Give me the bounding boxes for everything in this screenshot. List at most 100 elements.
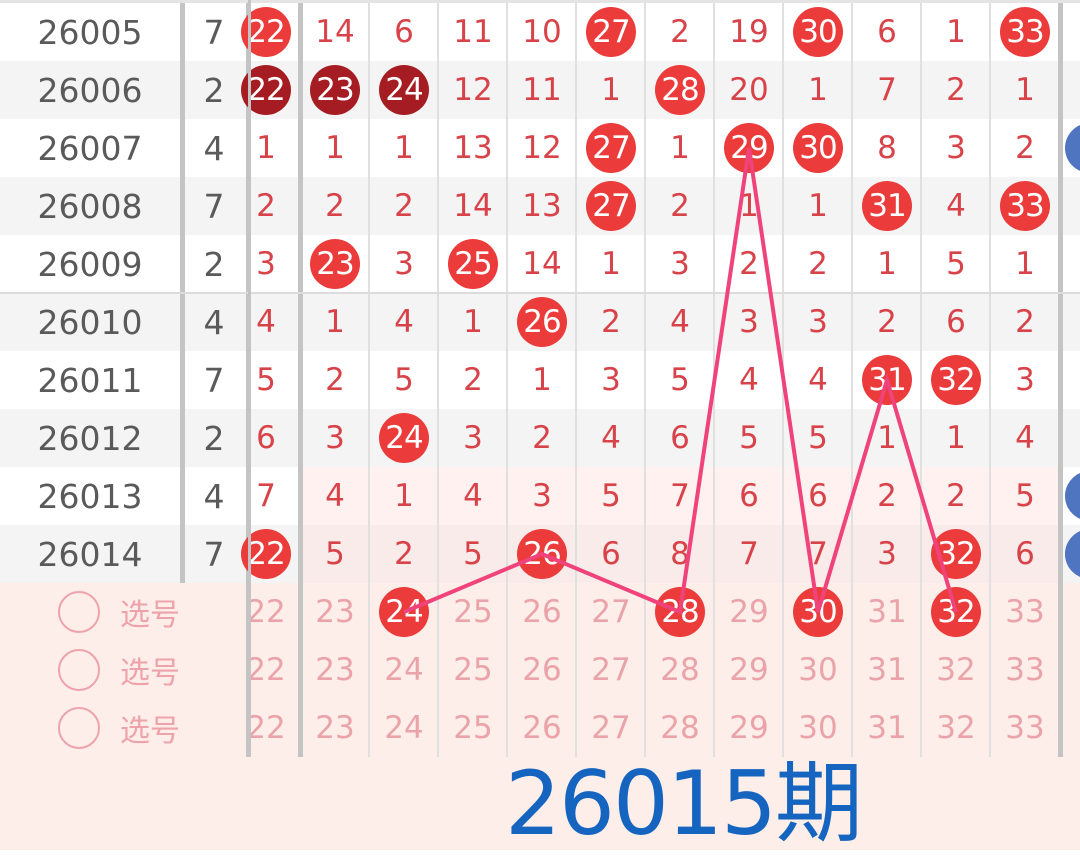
number-cell: 6 bbox=[877, 14, 897, 50]
number-ball[interactable]: 25 bbox=[448, 239, 498, 289]
number-cell: 3 bbox=[946, 130, 966, 166]
number-cell: 5 bbox=[946, 246, 966, 282]
number-cell: 31 bbox=[853, 177, 921, 235]
pick-number: 24 bbox=[370, 583, 438, 641]
number-cell: 30 bbox=[784, 3, 852, 61]
pick-number: 30 bbox=[798, 652, 838, 688]
number-cell: 2 bbox=[601, 304, 621, 340]
pick-number: 31 bbox=[867, 652, 907, 688]
extra-cell bbox=[1056, 293, 1080, 351]
number-cell: 1 bbox=[256, 130, 276, 166]
number-cell: 3 bbox=[325, 420, 345, 456]
number-ball[interactable]: 33 bbox=[1000, 7, 1050, 57]
number-ball[interactable]: 32 bbox=[931, 355, 981, 405]
number-ball[interactable]: 32 bbox=[931, 587, 981, 637]
number-cell: 6 bbox=[601, 536, 621, 572]
number-ball[interactable]: 28 bbox=[655, 65, 705, 115]
pick-number-button[interactable]: 选号 bbox=[58, 583, 180, 641]
number-cell: 1 bbox=[946, 420, 966, 456]
number-ball[interactable]: 0 bbox=[1065, 123, 1080, 173]
section-divider bbox=[180, 0, 185, 583]
number-ball[interactable]: 24 bbox=[379, 587, 429, 637]
extra-cell bbox=[1056, 177, 1080, 235]
number-cell: 11 bbox=[453, 14, 493, 50]
number-cell: 1 bbox=[1015, 72, 1035, 108]
extra-cell: 0 bbox=[1056, 119, 1080, 177]
number-cell: 7 bbox=[256, 478, 276, 514]
number-ball[interactable]: 23 bbox=[310, 65, 360, 115]
number-ball[interactable]: 32 bbox=[931, 529, 981, 579]
number-cell: 2 bbox=[1015, 130, 1035, 166]
number-ball[interactable]: 30 bbox=[793, 587, 843, 637]
radio-circle-icon[interactable] bbox=[58, 591, 100, 633]
number-cell: 5 bbox=[808, 420, 828, 456]
number-ball[interactable]: 27 bbox=[586, 123, 636, 173]
number-ball[interactable]: 29 bbox=[724, 123, 774, 173]
pick-area bbox=[0, 583, 1080, 850]
pick-number-extra: 0 bbox=[1056, 583, 1080, 641]
top-border bbox=[0, 0, 1080, 3]
pick-number: 25 bbox=[453, 710, 493, 746]
period-cell: 26009 bbox=[37, 244, 143, 284]
pick-number: 32 bbox=[936, 652, 976, 688]
number-cell: 1 bbox=[877, 420, 897, 456]
number-ball[interactable]: 27 bbox=[586, 7, 636, 57]
number-cell: 3 bbox=[1015, 362, 1035, 398]
number-ball[interactable]: 23 bbox=[310, 239, 360, 289]
number-ball[interactable]: 26 bbox=[517, 297, 567, 347]
pick-number: 29 bbox=[729, 594, 769, 630]
number-cell: 26 bbox=[508, 525, 576, 583]
period-cell: 26010 bbox=[37, 302, 143, 342]
number-ball[interactable]: 33 bbox=[1000, 181, 1050, 231]
pick-number: 28 bbox=[660, 652, 700, 688]
number-cell: 2 bbox=[532, 420, 552, 456]
number-cell: 3 bbox=[739, 304, 759, 340]
number-cell: 5 bbox=[1015, 478, 1035, 514]
number-ball[interactable]: 31 bbox=[862, 181, 912, 231]
count-cell: 4 bbox=[203, 302, 225, 342]
pick-number: 31 bbox=[867, 710, 907, 746]
number-cell: 1 bbox=[394, 478, 414, 514]
number-cell: 4 bbox=[808, 362, 828, 398]
number-ball[interactable]: 26 bbox=[517, 529, 567, 579]
number-ball[interactable]: 24 bbox=[379, 65, 429, 115]
number-cell: 33 bbox=[991, 177, 1059, 235]
number-ball[interactable]: 30 bbox=[793, 7, 843, 57]
number-cell: 1 bbox=[325, 130, 345, 166]
pick-number: 27 bbox=[591, 652, 631, 688]
number-ball[interactable]: 0 bbox=[1065, 529, 1080, 579]
number-cell: 2 bbox=[325, 362, 345, 398]
pick-number-button[interactable]: 选号 bbox=[58, 641, 180, 699]
radio-circle-icon[interactable] bbox=[58, 649, 100, 691]
extra-cell: 0 bbox=[1056, 467, 1080, 525]
radio-circle-icon[interactable] bbox=[58, 707, 100, 749]
pick-number: 33 bbox=[1005, 652, 1045, 688]
number-cell: 1 bbox=[877, 246, 897, 282]
number-cell: 24 bbox=[370, 409, 438, 467]
number-ball[interactable]: 28 bbox=[655, 587, 705, 637]
pick-number: 26 bbox=[522, 652, 562, 688]
number-cell: 32 bbox=[922, 351, 990, 409]
period-cell: 26007 bbox=[37, 128, 143, 168]
section-divider bbox=[1058, 0, 1063, 757]
number-cell: 2 bbox=[739, 246, 759, 282]
extra-cell bbox=[1056, 351, 1080, 409]
number-cell: 6 bbox=[394, 14, 414, 50]
number-ball[interactable]: 27 bbox=[586, 181, 636, 231]
pick-number: 22 bbox=[246, 710, 286, 746]
number-ball[interactable]: 30 bbox=[793, 123, 843, 173]
number-cell: 13 bbox=[453, 130, 493, 166]
pick-number-button[interactable]: 选号 bbox=[58, 699, 180, 757]
number-cell: 1 bbox=[808, 188, 828, 224]
number-ball[interactable]: 0 bbox=[1065, 471, 1080, 521]
number-cell: 4 bbox=[946, 188, 966, 224]
count-cell: 2 bbox=[203, 70, 225, 110]
number-cell: 3 bbox=[670, 246, 690, 282]
number-cell: 3 bbox=[808, 304, 828, 340]
number-ball[interactable]: 24 bbox=[379, 413, 429, 463]
count-cell: 7 bbox=[203, 186, 225, 226]
number-cell: 1 bbox=[601, 72, 621, 108]
number-ball[interactable]: 31 bbox=[862, 355, 912, 405]
issue-label: 26015期 bbox=[505, 752, 863, 855]
clip-mask bbox=[248, 0, 251, 757]
